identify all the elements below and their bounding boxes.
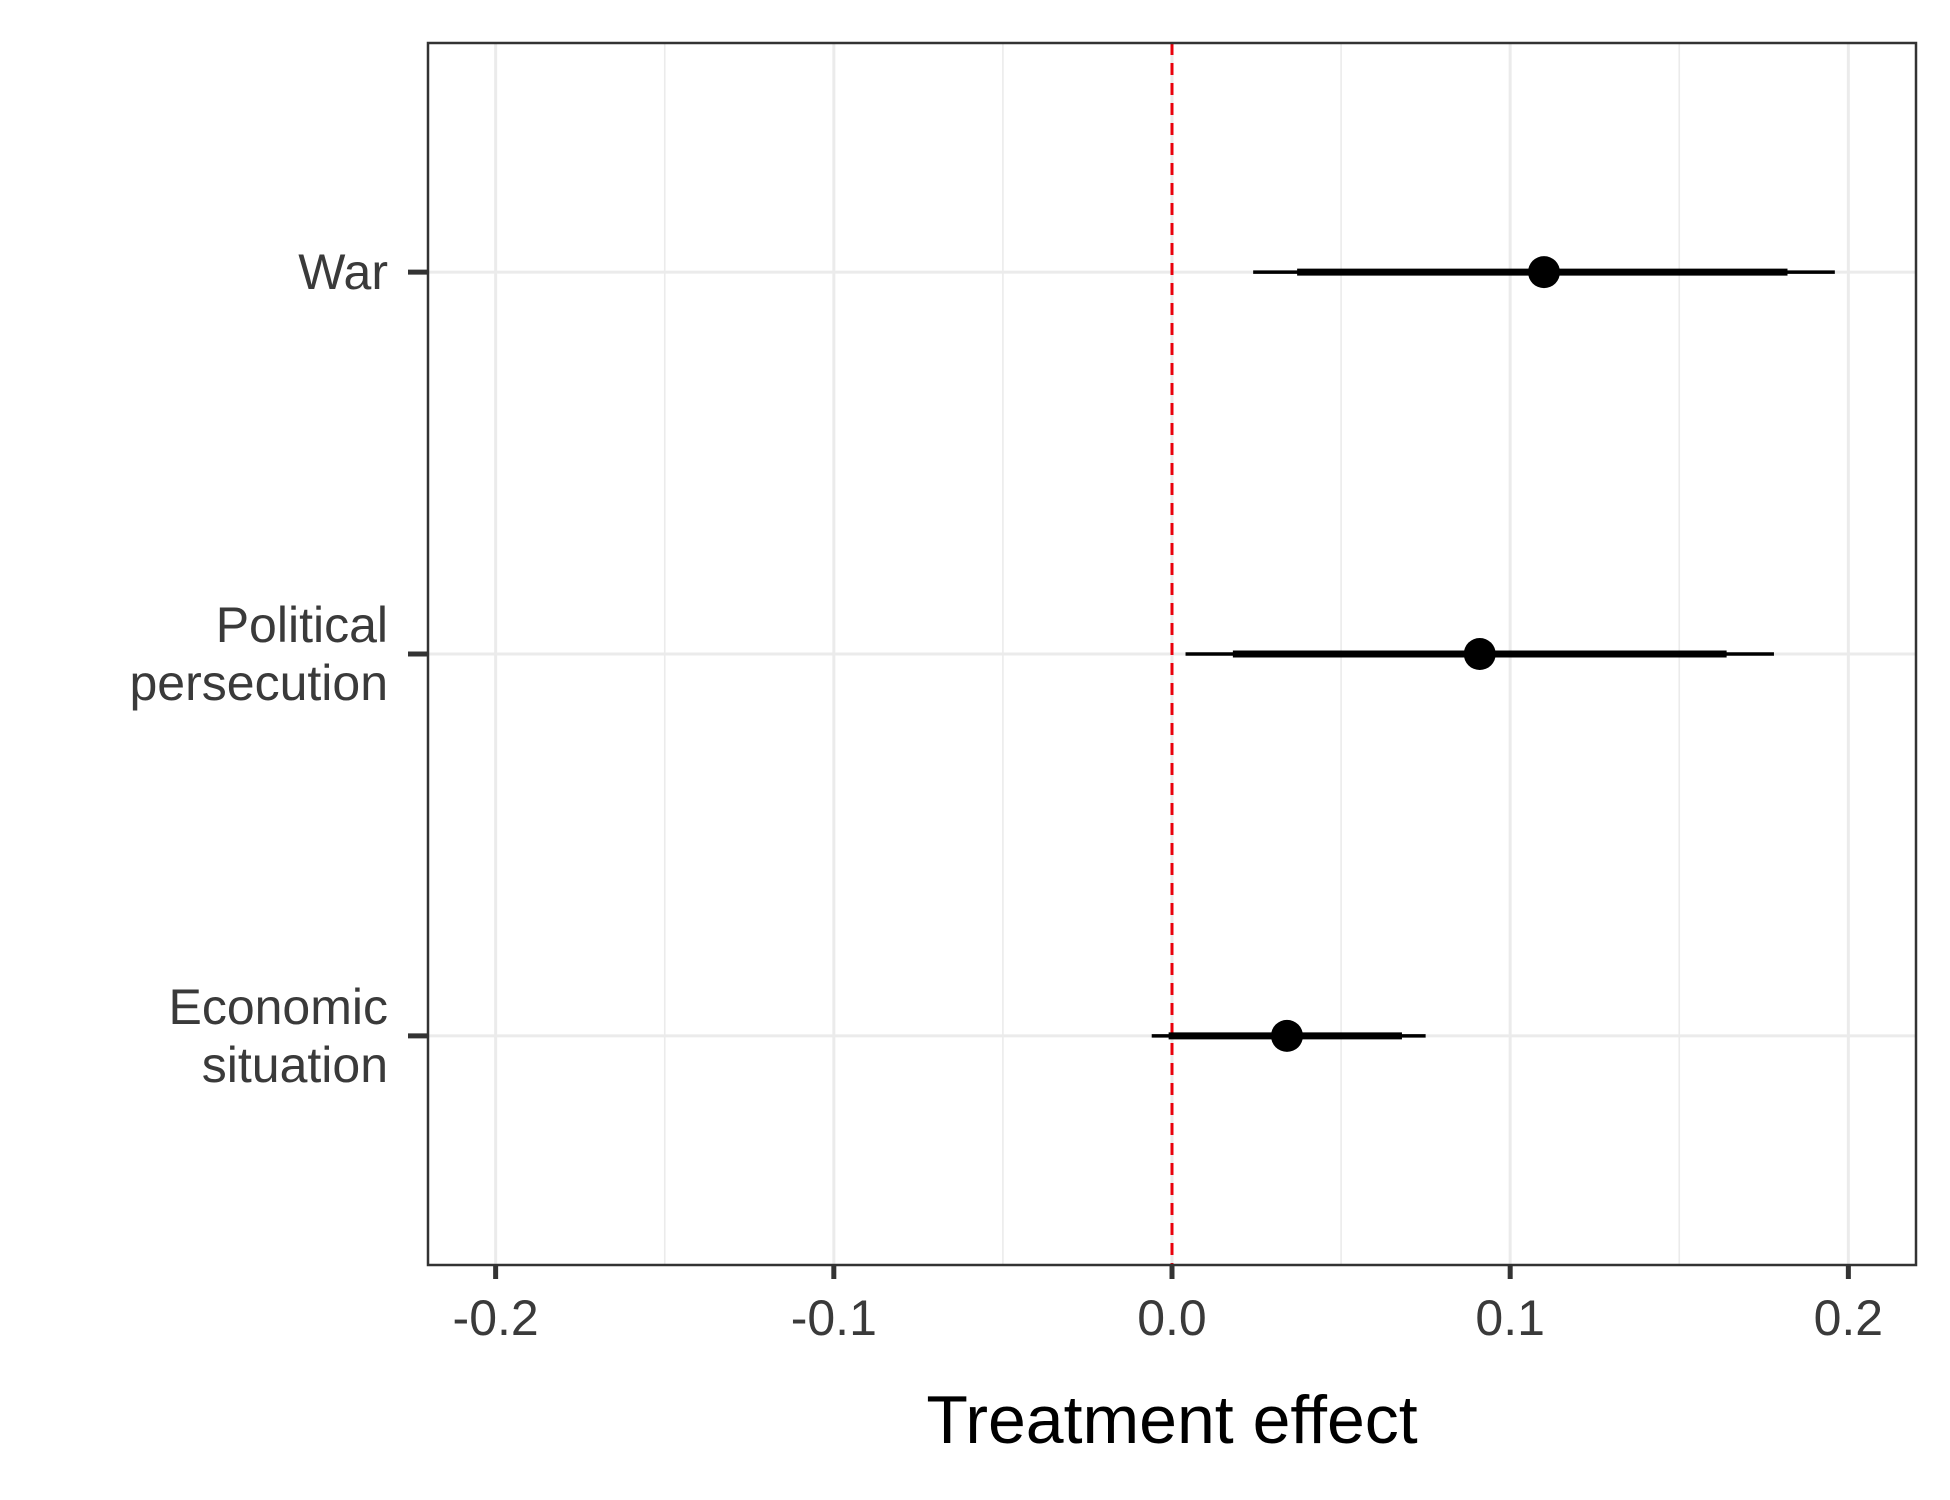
y-tick-label-line: Political	[216, 597, 388, 653]
estimate-row	[1151, 1019, 1426, 1052]
y-tick-label-line: persecution	[130, 655, 389, 711]
y-tick-label-line: Economic	[168, 979, 388, 1035]
x-tick-label: -0.1	[791, 1290, 877, 1346]
x-axis-title: Treatment effect	[926, 1382, 1417, 1458]
y-tick-label-line: War	[298, 244, 388, 300]
y-tick-label-line: situation	[202, 1037, 388, 1093]
x-tick-label: 0.2	[1814, 1290, 1884, 1346]
x-tick-label: 0.0	[1137, 1290, 1207, 1346]
estimates-group	[1151, 256, 1835, 1052]
estimate-row	[1185, 638, 1774, 670]
axes-group: -0.2 -0.1 0.0 0.1 0.2 War Political persecution…	[130, 244, 1884, 1346]
y-tick-label: Economic situation	[168, 979, 388, 1093]
point-estimate	[1270, 1019, 1303, 1052]
x-tick-label: -0.2	[453, 1290, 539, 1346]
point-estimate	[1463, 638, 1496, 670]
x-tick-label: 0.1	[1475, 1290, 1545, 1346]
y-tick-label: Political persecution	[130, 597, 389, 711]
estimate-row	[1253, 256, 1835, 289]
point-estimate	[1528, 256, 1560, 289]
y-tick-label: War	[298, 244, 388, 300]
